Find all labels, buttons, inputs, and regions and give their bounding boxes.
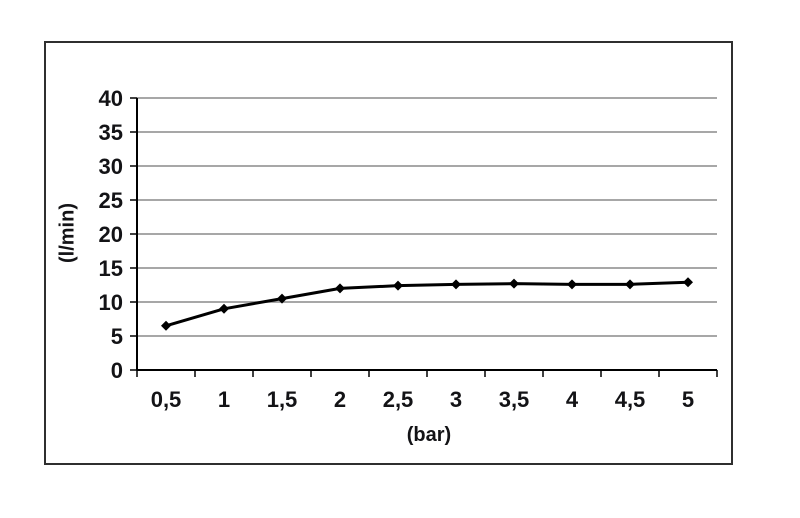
data-series-line <box>165 280 689 328</box>
x-axis-title: (bar) <box>406 424 452 446</box>
x-tick-label: 4 <box>566 387 579 412</box>
x-tick-label: 2 <box>334 387 346 412</box>
data-point-marker <box>219 303 229 314</box>
y-axis-title: (l/min) <box>56 203 79 263</box>
y-tick-label: 35 <box>99 120 123 145</box>
data-point-marker <box>451 279 461 290</box>
x-tick-label: 2,5 <box>383 387 414 412</box>
data-point-marker <box>625 279 635 290</box>
x-tick-label: 3 <box>450 387 462 412</box>
y-tick-label: 40 <box>99 86 123 111</box>
x-tick-label: 4,5 <box>615 387 646 412</box>
x-tick-label: 1 <box>218 387 230 412</box>
y-tick-label: 30 <box>99 154 123 179</box>
y-tick-label: 15 <box>99 256 123 281</box>
y-tick-label: 5 <box>111 324 123 349</box>
y-tick-label: 20 <box>99 222 123 247</box>
data-point-marker <box>277 293 287 304</box>
x-tick-label: 0,5 <box>151 387 182 412</box>
chart-figure: 0 5 10 15 20 25 30 35 40 0,5 1 1,5 2 2,5 3 3,5 4 4,5 5 (l/… <box>44 41 733 465</box>
line-chart-canvas: 0 5 10 15 20 25 30 35 40 0,5 1 1,5 2 2,5 3 3,5 4 4,5 5 <box>99 86 718 412</box>
y-tick-label: 25 <box>99 188 123 213</box>
x-tick-label: 1,5 <box>267 387 298 412</box>
data-point-marker <box>567 279 577 290</box>
y-tick-label: 0 <box>111 358 123 383</box>
data-point-marker <box>161 320 171 331</box>
data-point-marker <box>393 280 403 291</box>
x-tick-label: 3,5 <box>499 387 530 412</box>
data-point-marker <box>509 278 519 289</box>
data-point-marker <box>335 283 345 294</box>
x-tick-label: 5 <box>682 387 694 412</box>
data-point-marker <box>683 277 693 288</box>
y-tick-label: 10 <box>99 290 123 315</box>
